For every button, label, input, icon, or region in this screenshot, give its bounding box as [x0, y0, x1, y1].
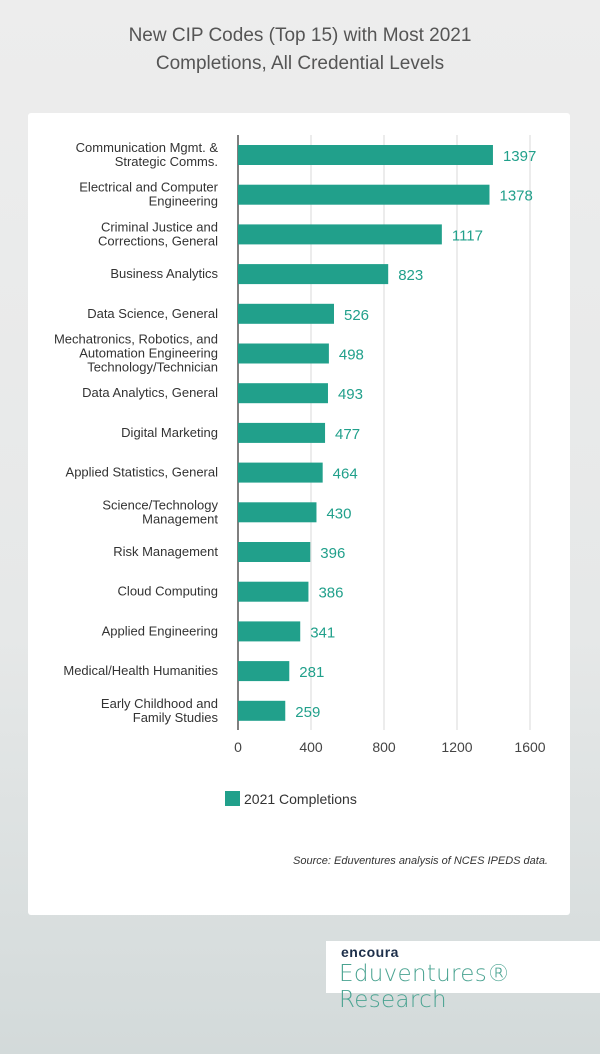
- data-label: 259: [295, 704, 320, 721]
- x-tick-label: 0: [234, 739, 242, 755]
- category-label: Family Studies: [133, 710, 219, 725]
- bar: [238, 700, 286, 721]
- bar: [238, 502, 317, 523]
- source-note: Source: Eduventures analysis of NCES IPE…: [293, 855, 548, 867]
- bar: [238, 383, 328, 404]
- bar: [238, 184, 490, 205]
- category-label: Corrections, General: [98, 233, 218, 248]
- category-label: Mechatronics, Robotics, and: [54, 332, 218, 347]
- category-label: Cloud Computing: [118, 584, 218, 599]
- category-label: Engineering: [149, 194, 218, 209]
- data-label: 1397: [503, 148, 536, 165]
- bar: [238, 462, 323, 483]
- category-label: Technology/Technician: [87, 360, 218, 375]
- legend-swatch: [225, 791, 240, 806]
- data-label: 386: [318, 585, 343, 602]
- bar: [238, 145, 493, 165]
- data-label: 281: [299, 664, 324, 681]
- data-label: 396: [320, 545, 345, 562]
- data-label: 341: [310, 624, 335, 641]
- logo-brand: encoura: [341, 944, 399, 960]
- data-label: 1117: [452, 227, 483, 244]
- data-label: 430: [326, 505, 351, 522]
- category-label: Management: [142, 511, 218, 526]
- category-label: Science/Technology: [102, 497, 218, 512]
- category-label: Data Science, General: [87, 306, 218, 321]
- data-label: 823: [398, 267, 423, 284]
- data-label: 1378: [499, 188, 532, 205]
- category-label: Applied Statistics, General: [66, 465, 219, 480]
- data-label: 477: [335, 426, 360, 443]
- data-label: 498: [339, 347, 364, 364]
- data-label: 464: [333, 466, 358, 483]
- x-tick-label: 400: [299, 739, 323, 755]
- bar: [238, 422, 326, 443]
- title-line-2: Completions, All Credential Levels: [155, 53, 445, 74]
- category-label: Automation Engineering: [79, 346, 218, 361]
- bar: [238, 264, 389, 285]
- x-tick-label: 800: [372, 739, 396, 755]
- x-tick-label: 1600: [514, 739, 545, 755]
- bar: [238, 661, 290, 682]
- category-label: Medical/Health Humanities: [63, 663, 218, 678]
- x-tick-label: 1200: [441, 739, 472, 755]
- category-label: Data Analytics, General: [82, 385, 218, 400]
- category-label: Applied Engineering: [102, 623, 218, 638]
- category-label: Electrical and Computer: [79, 180, 218, 195]
- bar: [238, 343, 329, 364]
- bar: [238, 581, 309, 602]
- title-line-1: New CIP Codes (Top 15) with Most 2021: [128, 25, 472, 46]
- chart-title: New CIP Codes (Top 15) with Most 2021 Co…: [0, 22, 600, 78]
- legend-label: 2021 Completions: [244, 791, 357, 807]
- category-label: Business Analytics: [110, 266, 218, 281]
- logo-name: Eduventures® Research: [339, 961, 511, 1013]
- category-label: Digital Marketing: [121, 425, 218, 440]
- bar: [238, 621, 301, 642]
- bar: [238, 224, 442, 245]
- category-label: Early Childhood and: [101, 696, 218, 711]
- data-label: 526: [344, 307, 369, 324]
- category-label: Risk Management: [113, 544, 218, 559]
- bar: [238, 542, 311, 562]
- category-label: Communication Mgmt. &: [76, 140, 219, 155]
- bar: [238, 303, 334, 324]
- data-label: 493: [338, 386, 363, 403]
- category-label: Criminal Justice and: [101, 219, 218, 234]
- logo: encoura Eduventures® Research: [326, 941, 600, 1013]
- category-label: Strategic Comms.: [115, 154, 218, 169]
